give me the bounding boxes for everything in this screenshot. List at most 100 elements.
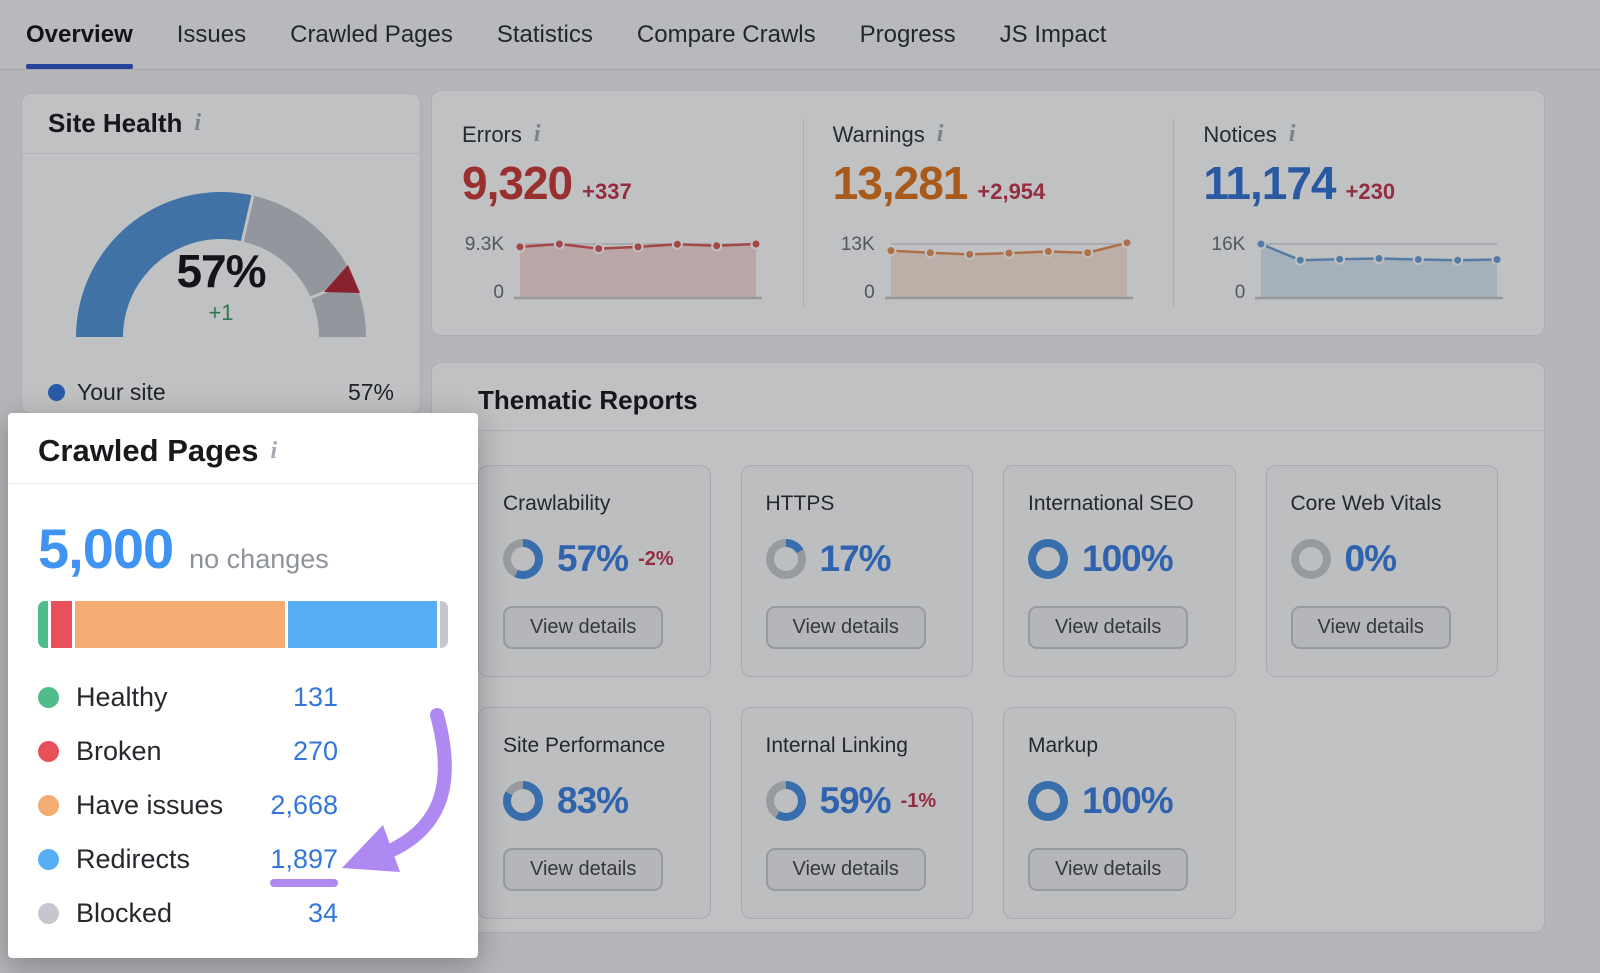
card-title: Crawlability: [503, 492, 611, 515]
card-title: HTTPS: [765, 492, 835, 515]
redirects-underline: [270, 878, 338, 887]
info-icon[interactable]: i: [1288, 121, 1296, 147]
errors-value: 9,320: [462, 157, 573, 209]
sparkline-warnings: [884, 237, 1133, 300]
axis-zero-label: 0: [493, 282, 504, 303]
divider: [432, 430, 1544, 431]
view-details-button[interactable]: View details: [1028, 848, 1189, 891]
warnings-delta: +2,954: [977, 179, 1046, 204]
legend-label: Healthy: [76, 681, 168, 712]
legend-row-blocked: Blocked 34: [38, 886, 338, 940]
donut-chart: [1290, 539, 1331, 579]
axis-max-label: 13K: [840, 234, 875, 255]
thematic-reports-title: Thematic Reports: [478, 385, 698, 415]
tab-js-impact[interactable]: JS Impact: [999, 20, 1107, 48]
thematic-card-core-web-vitals: Core Web Vitals 0% View details: [1265, 465, 1498, 677]
card-title: Core Web Vitals: [1290, 492, 1442, 515]
card-title: International SEO: [1028, 492, 1194, 515]
site-health-score: 57%: [176, 245, 266, 297]
crawled-pages-panel: Crawled Pages i 5,000 no changes Healthy…: [8, 413, 478, 958]
site-health-legend: Your site 57%: [48, 379, 394, 406]
legend-label: Broken: [76, 735, 162, 766]
legend-dot: [38, 794, 59, 816]
legend-row-healthy: Healthy 131: [38, 670, 338, 724]
thematic-cards-grid: Crawlability 57% -2% View details HTTPS …: [478, 465, 1498, 919]
errors-label: Errors: [462, 121, 522, 147]
site-health-gauge: 57% +1: [76, 192, 366, 338]
metrics-widget: Errors i 9,320 +337 9.3K 0 Warnings i 13…: [431, 90, 1545, 336]
thematic-card-crawlability: Crawlability 57% -2% View details: [478, 465, 711, 677]
legend-label: Have issues: [76, 789, 224, 820]
percent-value: 100%: [1082, 538, 1174, 579]
percent-value: 100%: [1082, 780, 1174, 821]
tab-issues[interactable]: Issues: [176, 20, 247, 48]
view-details-button[interactable]: View details: [503, 606, 664, 649]
site-health-title: Site Health: [48, 108, 183, 138]
view-details-button[interactable]: View details: [765, 848, 926, 891]
notices-delta: +230: [1345, 179, 1396, 204]
donut-chart: [503, 781, 543, 821]
card-title: Markup: [1028, 734, 1099, 757]
warnings-label: Warnings: [832, 121, 925, 147]
view-details-button[interactable]: View details: [1028, 606, 1189, 649]
legend-label: Redirects: [76, 843, 191, 874]
info-icon[interactable]: i: [270, 437, 278, 464]
notices-value: 11,174: [1203, 157, 1336, 209]
metric-errors: Errors i 9,320 +337 9.3K 0: [432, 91, 803, 335]
legend-dot: [38, 848, 59, 870]
axis-zero-label: 0: [864, 282, 875, 303]
legend-row-redirects: Redirects 1,897: [38, 832, 338, 887]
legend-value[interactable]: 34: [307, 897, 338, 928]
view-details-button[interactable]: View details: [503, 848, 664, 891]
view-details-button[interactable]: View details: [1290, 606, 1451, 649]
legend-dot: [38, 902, 59, 924]
donut-chart: [765, 539, 806, 579]
tab-progress[interactable]: Progress: [859, 20, 956, 48]
thematic-card-international-seo: International SEO 100% View details: [1003, 465, 1236, 677]
thematic-card-internal-linking: Internal Linking 59% -1% View details: [740, 707, 973, 919]
axis-max-label: 16K: [1211, 234, 1246, 255]
percent-delta: -2%: [638, 547, 674, 570]
your-site-value: 57%: [347, 379, 394, 405]
metric-notices: Notices i 11,174 +230 16K 0: [1173, 91, 1544, 335]
metric-warnings: Warnings i 13,281 +2,954 13K 0: [802, 91, 1174, 335]
thematic-card-https: HTTPS 17% View details: [740, 465, 973, 677]
percent-value: 57%: [557, 538, 629, 579]
tab-bar: Overview Issues Crawled Pages Statistics…: [0, 0, 1600, 70]
legend-value[interactable]: 270: [292, 735, 338, 766]
crawled-pages-legend: Healthy 131 Broken 270 Have issues 2,668…: [38, 670, 338, 940]
tab-overview[interactable]: Overview: [26, 0, 133, 69]
percent-value: 83%: [557, 780, 629, 821]
legend-value-redirects[interactable]: 1,897: [270, 843, 338, 874]
legend-value[interactable]: 131: [292, 681, 338, 712]
tab-compare-crawls[interactable]: Compare Crawls: [636, 20, 816, 48]
view-details-button[interactable]: View details: [765, 606, 926, 649]
site-health-delta: +1: [208, 300, 234, 325]
tab-crawled-pages[interactable]: Crawled Pages: [290, 20, 453, 48]
donut-chart: [1028, 781, 1068, 821]
crawled-pages-title: Crawled Pages: [38, 433, 259, 468]
card-title: Internal Linking: [765, 734, 908, 757]
errors-delta: +337: [582, 179, 632, 204]
warnings-value: 13,281: [832, 157, 969, 209]
divider: [8, 483, 478, 484]
info-icon[interactable]: i: [936, 121, 944, 147]
tab-statistics[interactable]: Statistics: [496, 20, 593, 48]
legend-value[interactable]: 2,668: [270, 789, 338, 820]
sparkline-errors: [514, 238, 762, 300]
percent-delta: -1%: [900, 789, 937, 812]
crawled-pages-stacked-bar: [38, 601, 448, 648]
crawled-pages-total[interactable]: 5,000: [38, 517, 174, 580]
axis-max-label: 9.3K: [464, 234, 504, 255]
donut-chart: [765, 781, 806, 821]
info-icon[interactable]: i: [533, 121, 541, 147]
your-site-dot: [48, 384, 65, 401]
info-icon[interactable]: i: [194, 110, 202, 136]
thematic-reports-widget: Thematic Reports Crawlability 57% -2% Vi…: [431, 362, 1545, 933]
donut-chart: [503, 539, 543, 579]
sparkline-notices: [1255, 238, 1504, 300]
donut-chart: [1028, 539, 1068, 579]
axis-zero-label: 0: [1234, 282, 1246, 303]
percent-value: 17%: [819, 538, 892, 579]
legend-label: Blocked: [76, 897, 173, 928]
